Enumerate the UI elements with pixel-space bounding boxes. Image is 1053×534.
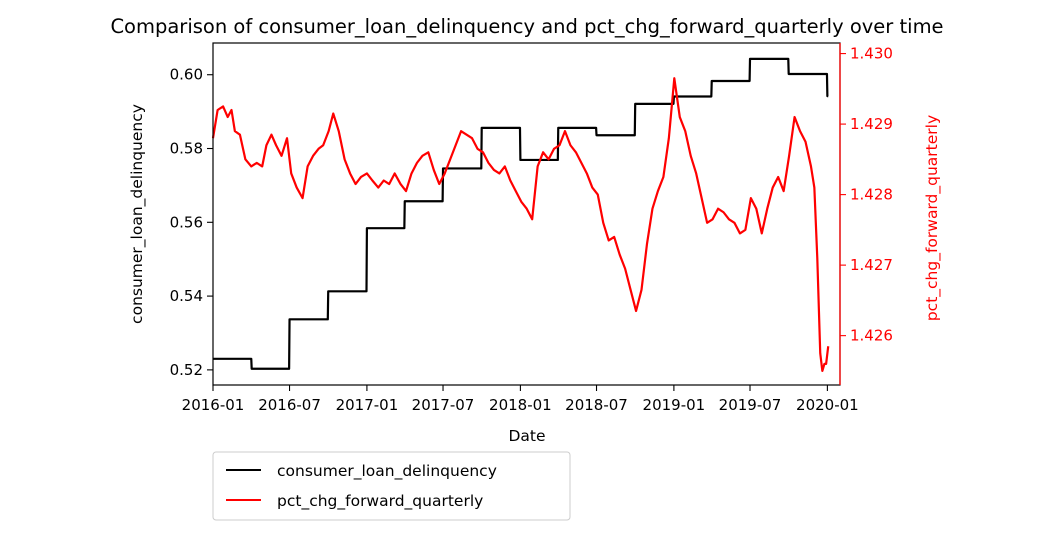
y-right-tick-label-1-430: 1.430	[850, 45, 893, 63]
legend-label-pct-chg-forward-quarterly: pct_chg_forward_quarterly	[277, 492, 483, 511]
x-tick-label-2017-01: 2017-01	[336, 396, 399, 414]
x-axis-title: Date	[508, 427, 545, 445]
plot-area	[211, 57, 830, 372]
series-line-pct-chg-forward-quarterly	[211, 77, 830, 372]
legend: consumer_loan_delinquency pct_chg_forwar…	[212, 451, 571, 521]
y-left-tick-label-0-60: 0.60	[170, 66, 203, 84]
y-right-tick-label-1-426: 1.426	[850, 327, 893, 345]
y-right-tick-label-1-428: 1.428	[850, 186, 893, 204]
y-axis-left-title: consumer_loan_delinquency	[128, 104, 147, 324]
x-tick-label-2016-01: 2016-01	[182, 396, 245, 414]
y-axis-left: 0.52 0.54 0.56 0.58 0.60	[170, 66, 213, 379]
x-tick-label-2020-01: 2020-01	[796, 396, 859, 414]
y-right-tick-label-1-429: 1.429	[850, 115, 893, 133]
chart-title: Comparison of consumer_loan_delinquency …	[110, 15, 943, 38]
y-left-tick-label-0-56: 0.56	[170, 213, 203, 231]
y-left-tick-label-0-52: 0.52	[170, 361, 203, 379]
y-left-tick-label-0-54: 0.54	[170, 287, 203, 305]
series-line-consumer-loan-delinquency	[213, 57, 829, 370]
x-axis: 2016-01 2016-07 2017-01 2017-07 2018-01 2018-…	[182, 385, 859, 414]
y-axis-right: 1.426 1.427 1.428 1.429 1.430	[839, 43, 893, 385]
x-tick-label-2019-07: 2019-07	[719, 396, 782, 414]
x-tick-label-2016-07: 2016-07	[258, 396, 321, 414]
y-axis-right-title: pct_chg_forward_quarterly	[923, 115, 942, 321]
plot-frame	[212, 42, 841, 386]
y-right-tick-label-1-427: 1.427	[850, 256, 893, 274]
y-left-tick-label-0-58: 0.58	[170, 140, 203, 158]
legend-box	[212, 451, 571, 521]
legend-label-consumer-loan-delinquency: consumer_loan_delinquency	[277, 462, 497, 481]
x-tick-label-2019-01: 2019-01	[643, 396, 706, 414]
x-tick-label-2017-07: 2017-07	[412, 396, 475, 414]
x-tick-label-2018-07: 2018-07	[565, 396, 628, 414]
x-tick-label-2018-01: 2018-01	[489, 396, 552, 414]
